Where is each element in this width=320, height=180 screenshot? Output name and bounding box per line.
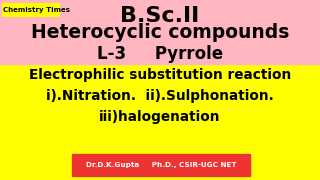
Text: Dr.D.K.Gupta     Ph.D., CSIR-UGC NET: Dr.D.K.Gupta Ph.D., CSIR-UGC NET (86, 162, 236, 168)
Bar (0, 0, 320, 64)
Text: Chemistry Times: Chemistry Times (3, 7, 70, 13)
Text: B.Sc.II: B.Sc.II (120, 6, 200, 26)
Bar (0, 64, 320, 180)
Bar (72, 154, 250, 176)
Text: Electrophilic substitution reaction: Electrophilic substitution reaction (29, 68, 291, 82)
Text: L-3     Pyrrole: L-3 Pyrrole (97, 45, 223, 63)
Text: iii)halogenation: iii)halogenation (99, 110, 221, 124)
Text: i).Nitration.  ii).Sulphonation.: i).Nitration. ii).Sulphonation. (46, 89, 274, 103)
FancyBboxPatch shape (2, 3, 60, 17)
Text: Heterocyclic compounds: Heterocyclic compounds (31, 24, 289, 42)
